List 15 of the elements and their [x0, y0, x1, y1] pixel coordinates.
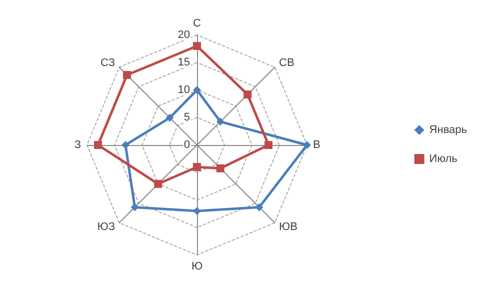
spoke-label: З	[74, 139, 82, 151]
legend-label: Июль	[429, 153, 458, 165]
y-tick-label: 0	[184, 139, 190, 151]
spoke-label: СВ	[279, 56, 294, 69]
y-tick-label: 20	[178, 29, 190, 41]
y-tick-label: 5	[184, 112, 190, 124]
legend-label: Январь	[429, 124, 468, 136]
spoke-label: В	[313, 139, 320, 151]
spoke-label: С	[193, 18, 202, 30]
spoke-label: ЮВ	[279, 221, 298, 234]
spoke-label: СЗ	[100, 56, 116, 69]
y-tick-label: 10	[178, 84, 190, 96]
y-tick-label: 15	[178, 56, 190, 68]
spoke-label: Ю	[191, 260, 203, 272]
spoke-label: ЮЗ	[97, 221, 116, 234]
